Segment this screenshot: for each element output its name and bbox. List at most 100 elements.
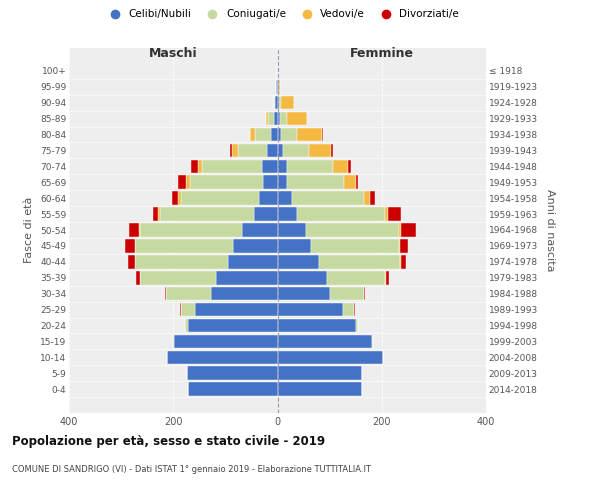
Bar — [364, 192, 370, 205]
Bar — [386, 271, 389, 284]
Bar — [274, 112, 277, 126]
Bar — [267, 144, 277, 157]
Bar — [356, 318, 358, 332]
Bar — [277, 303, 343, 316]
Bar — [388, 208, 401, 221]
Bar — [311, 239, 399, 252]
Bar — [173, 334, 174, 348]
Bar — [230, 144, 232, 157]
Bar — [191, 160, 198, 173]
Bar — [277, 208, 298, 221]
Bar — [178, 192, 181, 205]
Bar — [187, 366, 277, 380]
Bar — [129, 223, 139, 237]
Legend: Celibi/Nubili, Coniugati/e, Vedovi/e, Divorziati/e: Celibi/Nubili, Coniugati/e, Vedovi/e, Di… — [101, 5, 463, 24]
Text: COMUNE DI SANDRIGO (VI) - Dati ISTAT 1° gennaio 2019 - Elaborazione TUTTITALIA.I: COMUNE DI SANDRIGO (VI) - Dati ISTAT 1° … — [12, 465, 371, 474]
Bar — [370, 192, 376, 205]
Bar — [309, 144, 331, 157]
Bar — [329, 287, 364, 300]
Bar — [277, 366, 362, 380]
Bar — [254, 128, 271, 141]
Bar — [174, 334, 277, 348]
Bar — [195, 303, 277, 316]
Bar — [135, 239, 233, 252]
Bar — [277, 176, 287, 189]
Bar — [277, 128, 281, 141]
Bar — [274, 96, 275, 110]
Bar — [140, 271, 216, 284]
Bar — [185, 318, 188, 332]
Bar — [242, 223, 277, 237]
Bar — [268, 112, 274, 126]
Y-axis label: Fasce di età: Fasce di età — [25, 197, 34, 263]
Bar — [331, 144, 333, 157]
Bar — [399, 239, 400, 252]
Bar — [399, 223, 401, 237]
Bar — [275, 96, 277, 110]
Bar — [298, 208, 385, 221]
Bar — [333, 160, 349, 173]
Bar — [292, 192, 364, 205]
Bar — [280, 112, 287, 126]
Bar — [306, 223, 399, 237]
Y-axis label: Anni di nascita: Anni di nascita — [545, 188, 554, 271]
Bar — [287, 112, 307, 126]
Bar — [216, 271, 277, 284]
Bar — [250, 128, 254, 141]
Bar — [167, 350, 277, 364]
Bar — [278, 96, 281, 110]
Bar — [277, 287, 329, 300]
Bar — [281, 96, 293, 110]
Bar — [364, 287, 365, 300]
Bar — [153, 208, 158, 221]
Bar — [277, 96, 278, 110]
Bar — [266, 112, 268, 126]
Bar — [277, 144, 283, 157]
Bar — [277, 223, 306, 237]
Bar — [385, 208, 388, 221]
Bar — [172, 192, 178, 205]
Bar — [211, 287, 277, 300]
Bar — [160, 208, 254, 221]
Bar — [233, 239, 277, 252]
Bar — [287, 160, 333, 173]
Bar — [186, 176, 190, 189]
Bar — [277, 271, 327, 284]
Bar — [277, 350, 383, 364]
Text: Femmine: Femmine — [350, 46, 414, 60]
Bar — [349, 160, 351, 173]
Bar — [401, 223, 416, 237]
Bar — [277, 239, 311, 252]
Bar — [263, 176, 277, 189]
Bar — [259, 192, 277, 205]
Bar — [277, 160, 287, 173]
Bar — [344, 176, 356, 189]
Bar — [343, 303, 354, 316]
Bar — [277, 255, 319, 268]
Bar — [277, 382, 362, 396]
Bar — [319, 255, 400, 268]
Bar — [190, 176, 263, 189]
Bar — [198, 160, 202, 173]
Bar — [228, 255, 277, 268]
Text: Maschi: Maschi — [149, 46, 197, 60]
Bar — [188, 318, 277, 332]
Bar — [297, 128, 322, 141]
Bar — [281, 128, 297, 141]
Bar — [262, 160, 277, 173]
Bar — [135, 255, 228, 268]
Bar — [238, 144, 267, 157]
Bar — [136, 271, 140, 284]
Bar — [140, 223, 242, 237]
Bar — [271, 128, 277, 141]
Bar — [278, 80, 280, 94]
Bar — [400, 239, 408, 252]
Bar — [254, 208, 277, 221]
Bar — [188, 382, 277, 396]
Bar — [283, 144, 309, 157]
Bar — [277, 192, 292, 205]
Bar — [181, 303, 195, 316]
Bar — [401, 255, 406, 268]
Bar — [277, 334, 373, 348]
Bar — [322, 128, 323, 141]
